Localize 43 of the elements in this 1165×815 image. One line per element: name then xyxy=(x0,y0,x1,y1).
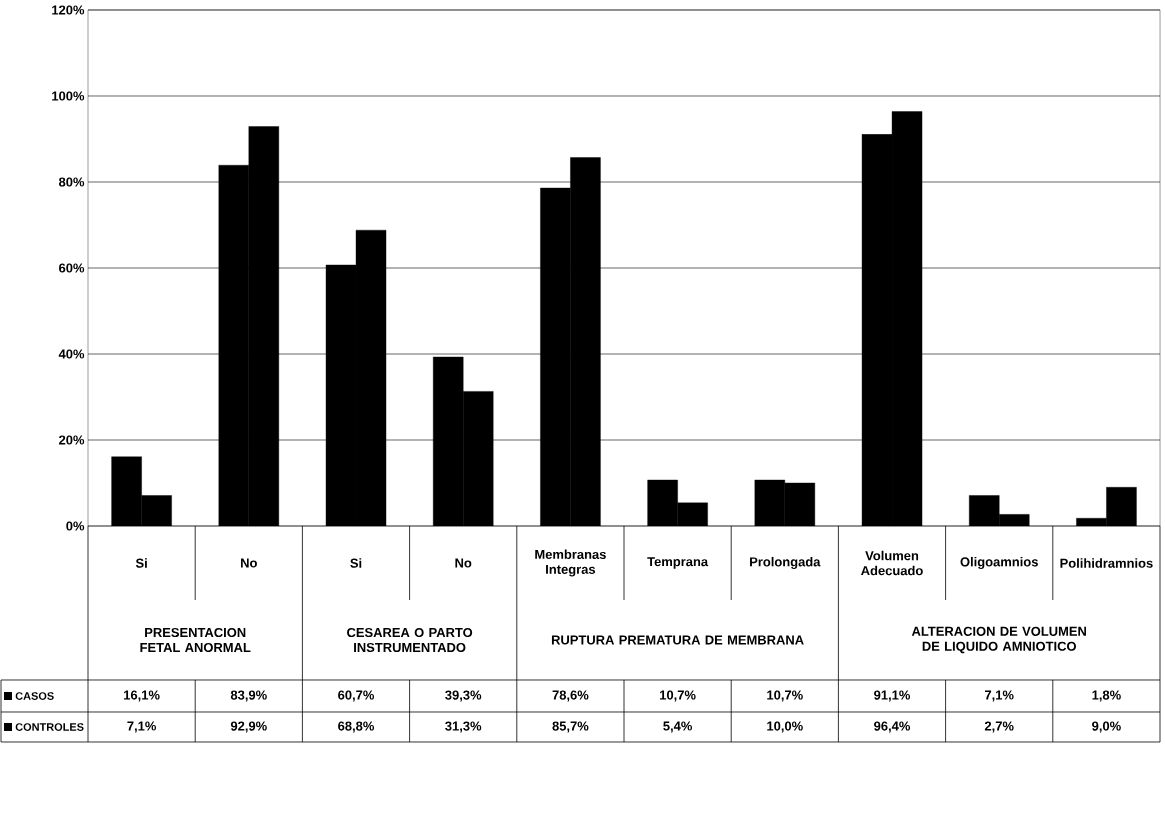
data-label: 91,1% xyxy=(874,690,911,702)
data-label: 85,7% xyxy=(552,721,589,733)
y-tick-label: 120% xyxy=(52,5,85,15)
data-label: 5,4% xyxy=(663,721,693,733)
x-tick-label: Si xyxy=(350,558,362,568)
x-tick-label: Oligoamnios xyxy=(960,556,1038,570)
data-label: 10,0% xyxy=(767,721,803,733)
data-label: 78,6% xyxy=(552,690,589,702)
data-label: 1,8% xyxy=(1092,690,1121,702)
text: RUPTURA PREMATURA DE MEMBRANA xyxy=(551,635,804,645)
x-tick-label: Prolongada xyxy=(750,556,821,570)
text: CESAREA O PARTO INSTRUMENTADO xyxy=(347,627,473,653)
text: PRESENTACION FETAL ANORMAL xyxy=(140,627,251,653)
text: ALTERACION DE VOLUMEN DE LIQUIDO AMNIOTICO xyxy=(911,626,1086,654)
y-tick-label: 100% xyxy=(52,91,85,101)
x-tick-label: Si xyxy=(135,558,147,568)
y-tick-label: 60% xyxy=(59,263,85,273)
data-label: 7,1% xyxy=(985,690,1014,702)
data-label: 2,7% xyxy=(984,721,1014,733)
data-label: 39,3% xyxy=(445,690,482,702)
x-tick-label: Temprana xyxy=(647,557,709,569)
x-tick-label: Polihidramnios xyxy=(1060,558,1153,568)
x-tick-label: No xyxy=(241,558,257,568)
data-label: 68,8% xyxy=(338,721,375,733)
y-tick-label: 40% xyxy=(58,349,85,359)
data-label: 7,1% xyxy=(127,721,157,733)
data-label: 96,4% xyxy=(874,721,911,733)
data-label: 10,7% xyxy=(767,690,803,702)
y-tick-label: 80% xyxy=(58,177,85,187)
data-label: 16,1% xyxy=(124,690,160,702)
x-tick-label: Membranas Integras xyxy=(535,549,606,577)
legend-label: CONTROLES xyxy=(15,723,84,731)
y-tick-label: 0% xyxy=(66,521,85,531)
data-label: 31,3% xyxy=(445,721,482,733)
data-label: 83,9% xyxy=(230,690,267,702)
y-tick-label: 20% xyxy=(59,435,85,445)
data-label: 60,7% xyxy=(338,690,375,702)
x-tick-label: No xyxy=(455,558,472,568)
legend-label: CASOS xyxy=(15,692,54,700)
data-label: 92,9% xyxy=(230,721,267,733)
x-tick-label: Volumen Adecuado xyxy=(861,550,923,576)
data-label: 9,0% xyxy=(1092,721,1121,733)
data-label: 10,7% xyxy=(660,690,696,702)
